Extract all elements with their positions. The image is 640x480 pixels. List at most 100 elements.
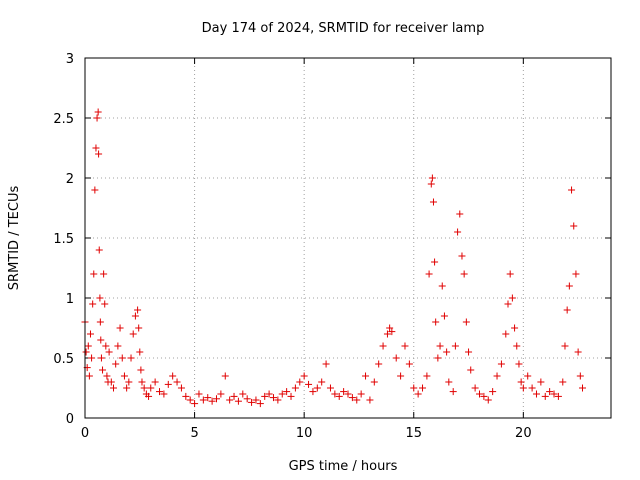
data-point [563, 306, 571, 314]
data-point [300, 372, 308, 380]
data-point [579, 384, 587, 392]
data-point [379, 342, 387, 350]
data-point [96, 294, 104, 302]
data-point [97, 354, 105, 362]
data-point [204, 394, 212, 402]
data-point [195, 390, 203, 398]
data-point [392, 354, 400, 362]
data-point [86, 330, 94, 338]
data-point [291, 384, 299, 392]
x-axis-label: GPS time / hours [289, 459, 398, 474]
data-point [217, 390, 225, 398]
data-point [182, 392, 190, 400]
x-tick-label: 0 [81, 426, 89, 441]
data-point [95, 150, 103, 158]
data-point [344, 390, 352, 398]
data-point [511, 324, 519, 332]
data-point [428, 174, 436, 182]
data-point [136, 348, 144, 356]
data-point [230, 392, 238, 400]
data-point [388, 328, 396, 336]
data-point [513, 342, 521, 350]
data-points [81, 108, 587, 408]
data-point [112, 360, 120, 368]
data-point [541, 392, 549, 400]
data-point [366, 396, 374, 404]
data-point [116, 324, 124, 332]
data-point [85, 372, 93, 380]
data-point [427, 180, 435, 188]
data-point [160, 390, 168, 398]
data-point [353, 396, 361, 404]
data-point [326, 384, 334, 392]
data-point [92, 144, 100, 152]
data-point [576, 372, 584, 380]
data-point [305, 380, 313, 388]
data-point [94, 108, 102, 116]
data-point [287, 392, 295, 400]
data-point [151, 378, 159, 386]
data-point [137, 366, 145, 374]
grid-lines [85, 58, 611, 418]
data-point [440, 312, 448, 320]
data-point [125, 378, 133, 386]
y-tick-label: 3 [66, 52, 74, 67]
data-point [429, 198, 437, 206]
x-tick-label: 15 [405, 426, 422, 441]
data-point [296, 378, 304, 386]
data-point [497, 360, 505, 368]
data-point [147, 384, 155, 392]
data-point [274, 396, 282, 404]
data-point [278, 390, 286, 398]
data-point [95, 246, 103, 254]
data-point [425, 270, 433, 278]
data-point [443, 348, 451, 356]
y-tick-label: 0 [66, 412, 74, 427]
y-tick-label: 1.5 [53, 232, 74, 247]
data-point [438, 282, 446, 290]
data-point [532, 390, 540, 398]
data-point [370, 378, 378, 386]
data-point [318, 378, 326, 386]
data-point [156, 388, 164, 396]
data-point [383, 330, 391, 338]
chart-title: Day 174 of 2024, SRMTID for receiver lam… [202, 21, 485, 36]
data-point [131, 312, 139, 320]
data-point [177, 384, 185, 392]
data-point [574, 348, 582, 356]
data-point [118, 354, 126, 362]
data-point [454, 228, 462, 236]
x-tick-label: 10 [296, 426, 313, 441]
data-point [445, 378, 453, 386]
data-point [476, 390, 483, 398]
data-point [504, 300, 512, 308]
data-point [100, 270, 108, 278]
data-point [208, 397, 216, 405]
data-point [96, 318, 104, 326]
data-point [102, 342, 110, 350]
data-point [213, 395, 220, 403]
data-point [340, 388, 348, 396]
data-point [449, 388, 457, 396]
data-point [508, 294, 516, 302]
data-point [554, 392, 562, 400]
data-point [256, 400, 264, 408]
x-tick-label: 20 [515, 426, 532, 441]
y-tick-label: 0.5 [53, 352, 74, 367]
data-point [458, 252, 466, 260]
data-point [348, 394, 356, 402]
data-point [432, 318, 440, 326]
data-point [357, 390, 365, 398]
data-point [322, 360, 330, 368]
data-point [123, 384, 131, 392]
data-point [283, 388, 291, 396]
data-point [269, 394, 277, 402]
data-point [528, 384, 536, 392]
data-point [462, 318, 470, 326]
data-point [489, 388, 497, 396]
data-point [265, 390, 273, 398]
data-point [568, 186, 576, 194]
data-point [502, 330, 510, 338]
data-point [114, 342, 122, 350]
data-point [506, 270, 514, 278]
